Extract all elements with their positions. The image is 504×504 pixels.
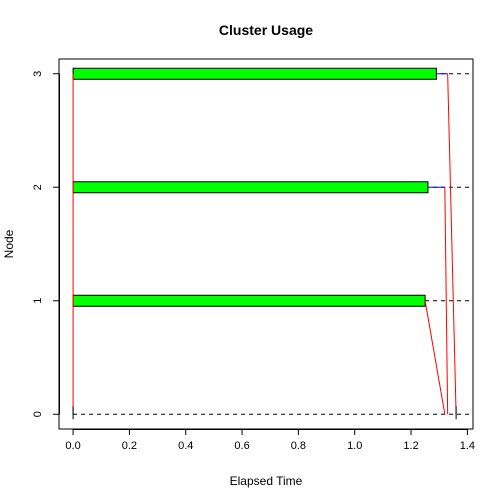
usage-bar [72, 67, 437, 80]
y-axis-label: Node [2, 229, 16, 258]
x-tick-label: 0.4 [178, 440, 193, 452]
x-axis-label: Elapsed Time [230, 474, 303, 488]
plot-area: 0.0 0.2 0.4 0.6 0.8 1.0 1.2 1.4 0 1 2 3 [32, 67, 475, 452]
y-tick-label: 1 [32, 298, 44, 304]
x-tick-label: 1.2 [403, 440, 418, 452]
message-line [447, 73, 457, 415]
x-tick-label: 0.6 [234, 440, 249, 452]
x-tick-label: 1.0 [347, 440, 362, 452]
x-tick-label: 0.0 [65, 440, 80, 452]
usage-bar [72, 294, 426, 307]
chart-title: Cluster Usage [219, 22, 313, 38]
plot-frame [58, 58, 474, 430]
message-line [444, 187, 449, 415]
usage-bar [72, 181, 429, 194]
y-tick-label: 2 [32, 184, 44, 190]
message-line [424, 300, 446, 415]
x-tick-label: 0.2 [122, 440, 137, 452]
y-tick-label: 0 [32, 411, 44, 417]
x-tick-label: 0.8 [291, 440, 306, 452]
y-tick-label: 3 [32, 71, 44, 77]
x-tick-label: 1.4 [460, 440, 475, 452]
